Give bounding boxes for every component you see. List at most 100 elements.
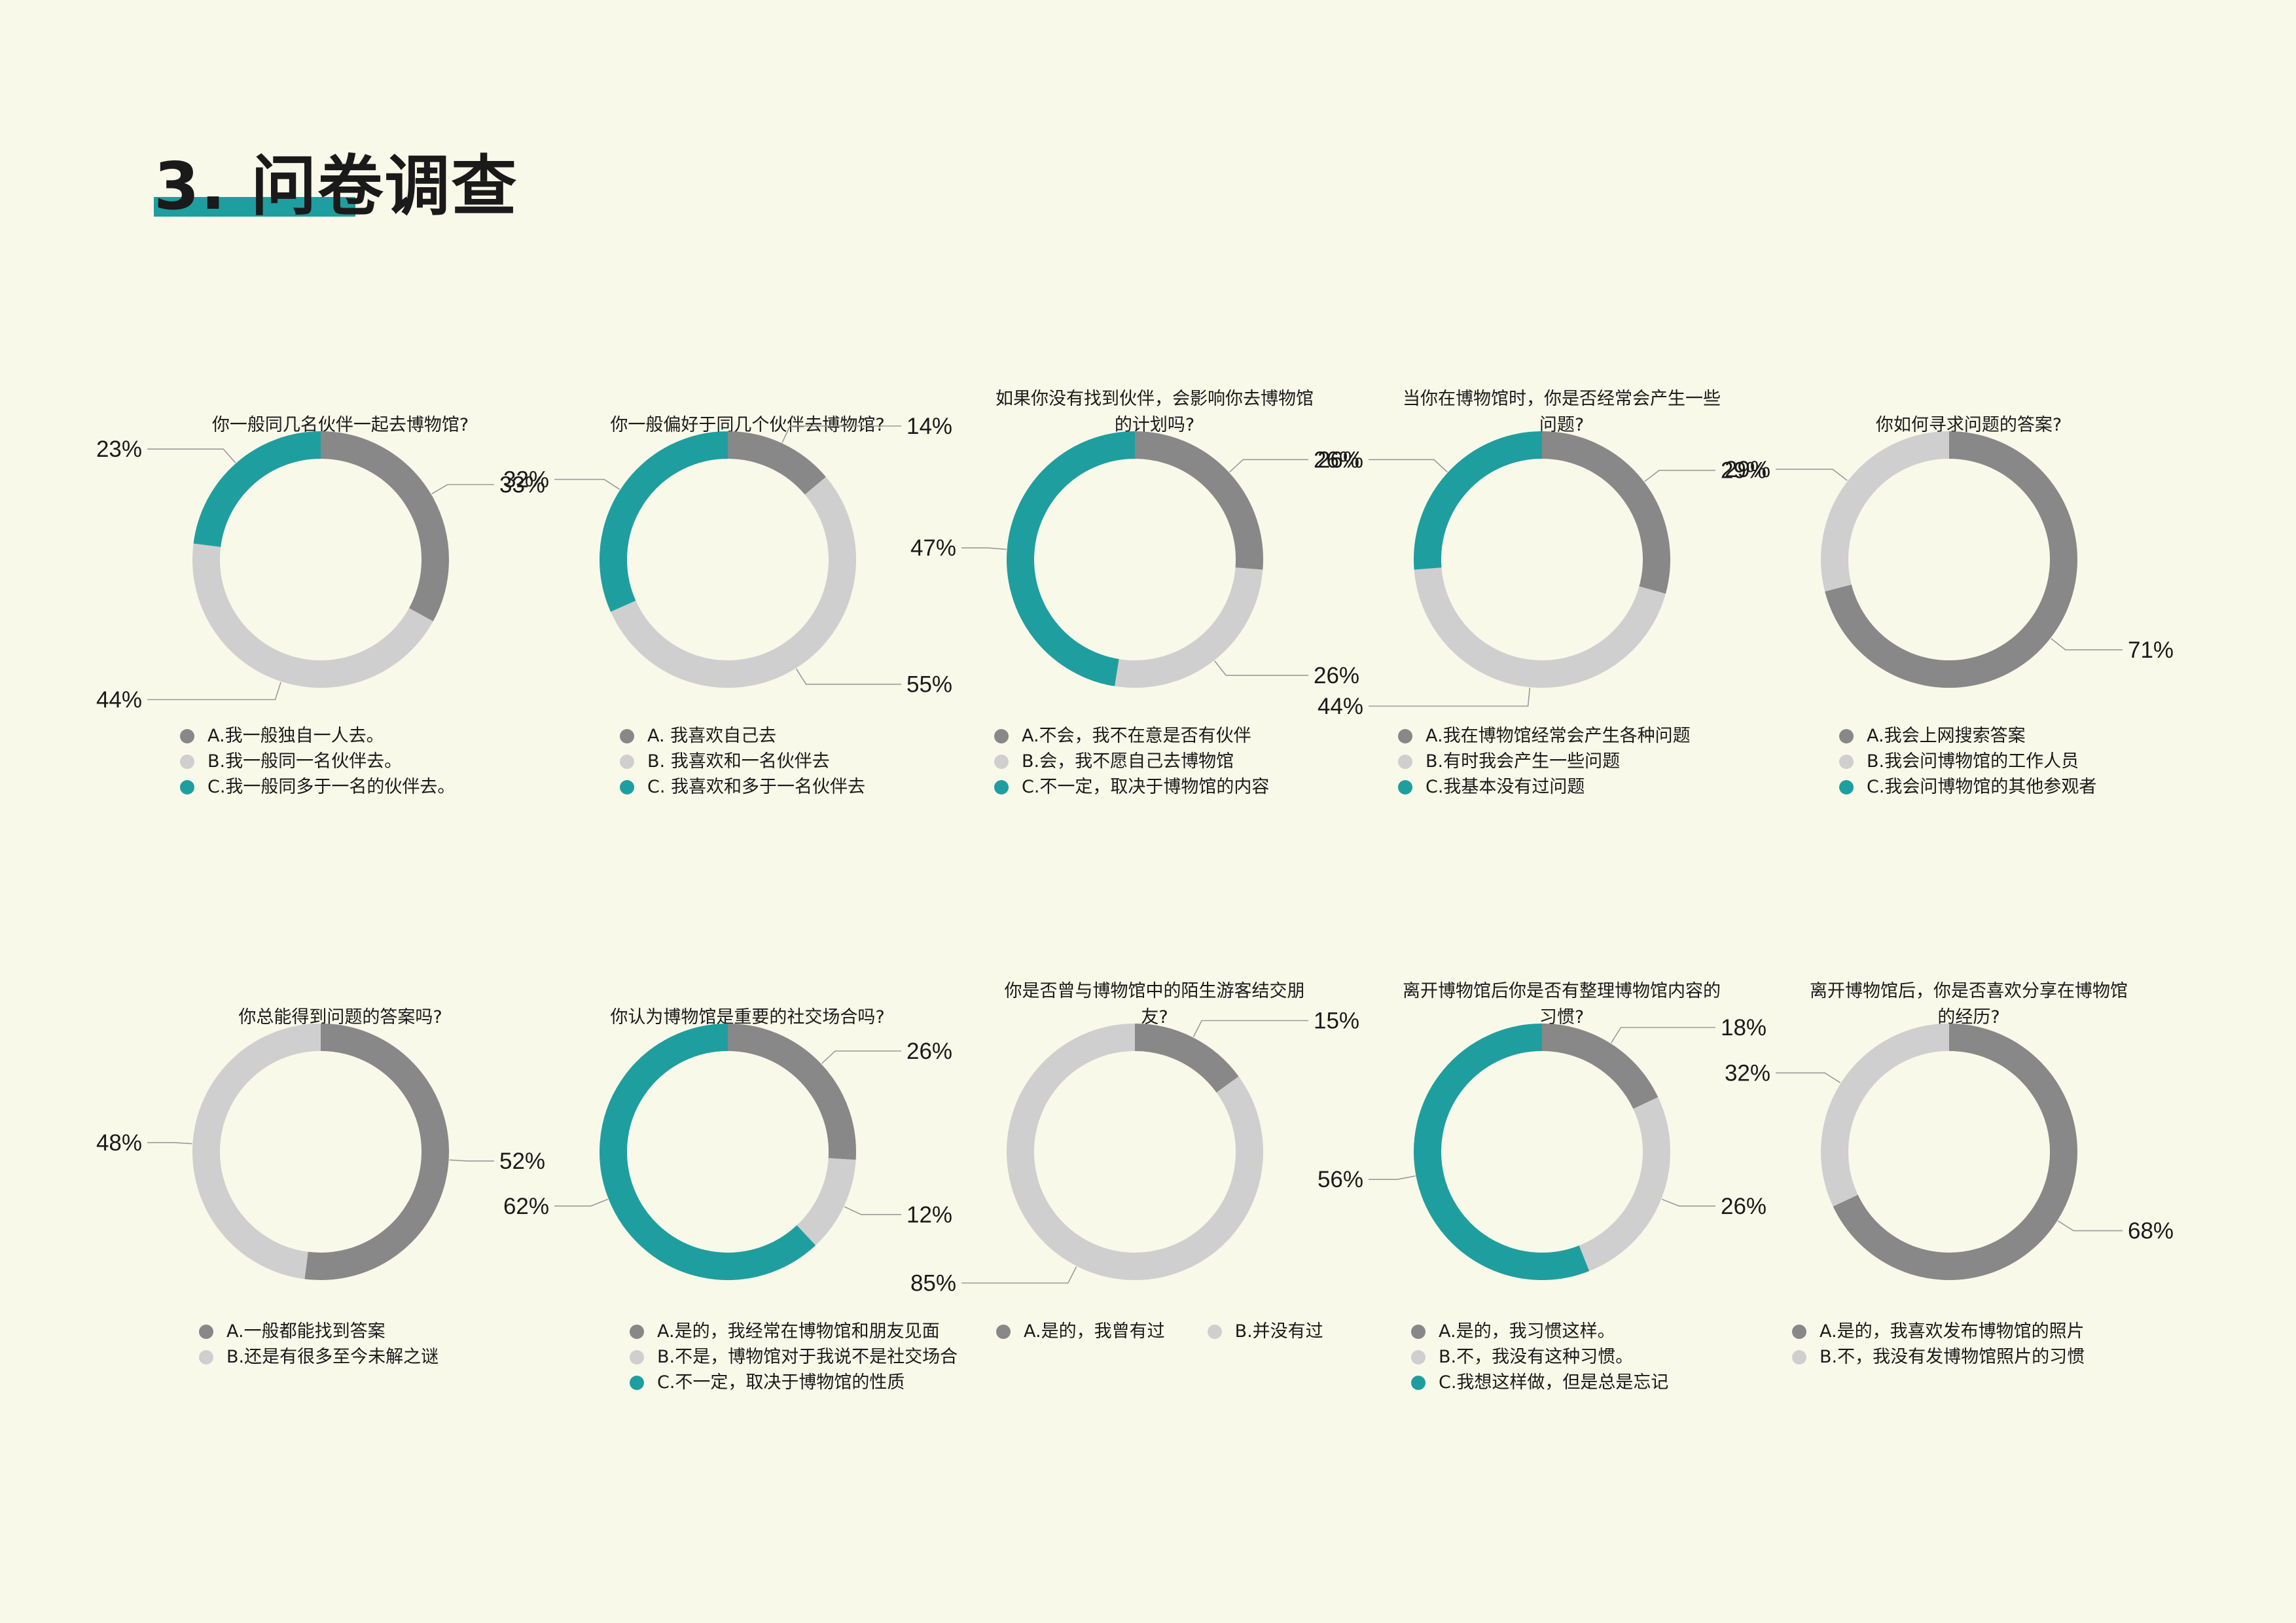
legend-item: A.是的，我习惯这样。 — [1411, 1319, 1668, 1344]
legend-swatch-icon — [996, 1324, 1011, 1339]
legend-label: C.不一定，取决于博物馆的性质 — [657, 1372, 905, 1393]
legend-item: A.我一般独自一人去。 — [180, 723, 455, 749]
legend-item: B.有时我会产生一些问题 — [1398, 749, 1691, 774]
legend-item: B.我一般同一名伙伴去。 — [180, 749, 455, 774]
donut-slice — [797, 1158, 856, 1245]
label-leader-line — [1229, 459, 1308, 473]
percent-label: 52% — [499, 1149, 545, 1174]
legend-label: C.我一般同多于一名的伙伴去。 — [207, 777, 456, 797]
legend-item: A. 我喜欢自己去 — [620, 723, 865, 749]
legend-swatch-icon — [620, 754, 634, 769]
donut-slice — [1821, 1024, 1950, 1207]
label-leader-line — [821, 1050, 901, 1064]
legend-item: A.是的，我喜欢发布博物馆的照片 — [1792, 1319, 2085, 1344]
chart-legend: A.是的，我经常在博物馆和朋友见面 B.不是，博物馆对于我说不是社交场合 C.不一定… — [630, 1319, 958, 1395]
donut-slice — [1007, 1024, 1263, 1280]
percent-label: 68% — [2128, 1219, 2174, 1244]
chart-legend: A.我一般独自一人去。 B.我一般同一名伙伴去。 C.我一般同多于一名的伙伴去。 — [180, 723, 455, 800]
legend-swatch-icon — [630, 1349, 644, 1364]
legend-swatch-icon — [1398, 728, 1412, 743]
label-leader-line — [449, 1159, 494, 1162]
donut-svg: 26% 12% 62% — [503, 1024, 952, 1280]
label-leader-line — [1369, 459, 1448, 473]
legend-label: B.我会问博物馆的工作人员 — [1867, 751, 2079, 772]
label-leader-line — [1193, 1020, 1308, 1037]
donut-slice — [1007, 431, 1136, 687]
donut-slice — [1825, 431, 2077, 688]
donut-slice — [1821, 431, 1950, 592]
percent-label: 18% — [1721, 1015, 1767, 1041]
label-leader-line — [795, 668, 901, 685]
label-leader-line — [781, 425, 901, 443]
legend-label: A.是的，我经常在博物馆和朋友见面 — [657, 1321, 940, 1342]
legend-label: A.一般都能找到答案 — [226, 1321, 386, 1342]
donut-slice — [304, 1024, 449, 1280]
legend-swatch-icon — [1398, 754, 1412, 769]
legend-swatch-icon — [1839, 779, 1854, 794]
label-leader-line — [1644, 469, 1715, 482]
legend-swatch-icon — [1411, 1324, 1426, 1339]
chart-question: 当你在博物馆时，你是否经常会产生一些问题? — [1403, 389, 1721, 435]
legend-label: A.我一般独自一人去。 — [207, 726, 384, 746]
donut-slice — [193, 431, 321, 548]
legend-item: A.一般都能找到答案 — [199, 1319, 439, 1344]
label-leader-line — [1214, 660, 1308, 676]
legend-label: B.会，我不愿自己去博物馆 — [1022, 751, 1234, 772]
legend-swatch-icon — [1839, 728, 1854, 743]
percent-label: 29% — [1725, 457, 1770, 482]
legend-swatch-icon — [180, 728, 194, 743]
percent-label: 85% — [910, 1270, 956, 1296]
legend-item: B.不，我没有发博物馆照片的习惯 — [1792, 1344, 2085, 1370]
legend-label: A.我会上网搜索答案 — [1867, 726, 2026, 746]
donut-svg: 33% 44% 23% — [96, 431, 545, 713]
legend-swatch-icon — [199, 1324, 213, 1339]
donut-slice — [1541, 431, 1670, 594]
donut-slice — [192, 543, 433, 688]
legend-item: C.我会问博物馆的其他参观者 — [1839, 774, 2096, 800]
legend-item: A.是的，我经常在博物馆和朋友见面 — [630, 1319, 958, 1344]
legend-label: A. 我喜欢自己去 — [647, 726, 777, 746]
donut-chart: 你认为博物馆是重要的社交场合吗? 26% 12% 62% A.是的，我经常在博物馆和朋友… — [503, 933, 958, 1443]
percent-label: 33% — [499, 472, 545, 497]
percent-label: 15% — [1314, 1008, 1359, 1034]
legend-item: B.并没有过 — [1207, 1319, 1323, 1344]
legend-item: B. 我喜欢和一名伙伴去 — [620, 749, 865, 774]
legend-item: C. 我喜欢和多于一名伙伴去 — [620, 774, 865, 800]
legend-label: B.我一般同一名伙伴去。 — [207, 751, 403, 772]
label-leader-line — [1776, 1072, 1841, 1084]
label-leader-line — [961, 547, 1007, 550]
legend-label: B.不是，博物馆对于我说不是社交场合 — [657, 1347, 958, 1367]
legend-item: C.不一定，取决于博物馆的性质 — [630, 1370, 958, 1395]
legend-label: B.不，我没有这种习惯。 — [1439, 1347, 1634, 1367]
legend-swatch-icon — [994, 754, 1009, 769]
chart-legend: A.是的，我习惯这样。 B.不，我没有这种习惯。 C.我想这样做，但是总是忘记 — [1411, 1319, 1668, 1395]
donut-slice — [1579, 1097, 1670, 1272]
legend-label: C.我想这样做，但是总是忘记 — [1439, 1372, 1669, 1393]
percent-label: 26% — [1314, 447, 1359, 473]
chart-question: 你一般同几名伙伴一起去博物馆? — [211, 415, 469, 435]
percent-label: 47% — [910, 535, 956, 561]
legend-item: A.是的，我曾有过 — [996, 1319, 1165, 1344]
percent-label: 55% — [906, 672, 952, 698]
donut-svg: 15% 85% — [910, 1008, 1359, 1296]
label-leader-line — [961, 1266, 1077, 1284]
donut-svg: 26% 26% 47% — [910, 431, 1359, 688]
legend-item: A.我在博物馆经常会产生各种问题 — [1398, 723, 1691, 749]
label-leader-line — [2051, 638, 2123, 651]
label-leader-line — [147, 448, 236, 463]
chart-legend: A.一般都能找到答案 B.还是有很多至今未解之谜 — [199, 1319, 439, 1370]
label-leader-line — [147, 682, 281, 700]
legend-label: C.我基本没有过问题 — [1426, 777, 1585, 797]
legend-swatch-icon — [1792, 1324, 1806, 1339]
legend-swatch-icon — [1839, 754, 1854, 769]
legend-item: B.我会问博物馆的工作人员 — [1839, 749, 2096, 774]
legend-item: C.我想这样做，但是总是忘记 — [1411, 1370, 1668, 1395]
legend-swatch-icon — [994, 728, 1009, 743]
donut-slice — [1134, 1024, 1239, 1093]
legend-item: B.还是有很多至今未解之谜 — [199, 1344, 439, 1370]
percent-label: 26% — [1314, 663, 1359, 688]
donut-chart: 当你在博物馆时，你是否经常会产生一些问题? 29% 44% 26% A.我在博物馆经常会… — [1318, 340, 1767, 851]
percent-label: 44% — [96, 687, 142, 713]
label-leader-line — [2057, 1220, 2123, 1232]
legend-swatch-icon — [1411, 1349, 1426, 1364]
